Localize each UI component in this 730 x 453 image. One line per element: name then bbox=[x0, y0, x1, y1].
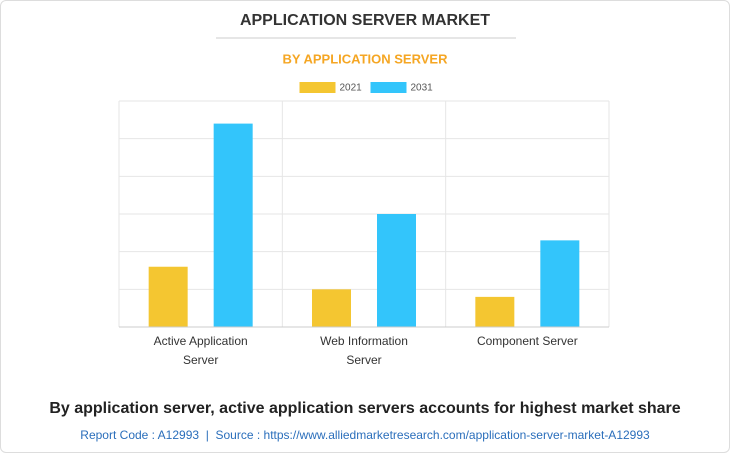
legend-label: 2021 bbox=[340, 83, 363, 94]
source: Report Code : A12993 | Source : https://… bbox=[80, 428, 650, 442]
legend-label: 2031 bbox=[411, 83, 434, 94]
bar bbox=[312, 289, 351, 327]
chart-title: APPLICATION SERVER MARKET bbox=[240, 12, 490, 29]
bar bbox=[377, 214, 416, 327]
caption: By application server, active applicatio… bbox=[49, 400, 680, 417]
x-tick-label: Web Information Server bbox=[320, 334, 408, 367]
legend-swatch bbox=[370, 82, 407, 93]
bar bbox=[475, 296, 515, 327]
x-tick-label: Active Application Server bbox=[153, 334, 248, 367]
legend-swatch bbox=[299, 82, 336, 93]
chart-subtitle: BY APPLICATION SERVER bbox=[283, 51, 449, 66]
bar bbox=[148, 266, 188, 327]
x-tick-label: Component Server bbox=[476, 334, 578, 348]
bar bbox=[213, 123, 253, 327]
bar bbox=[540, 240, 580, 327]
